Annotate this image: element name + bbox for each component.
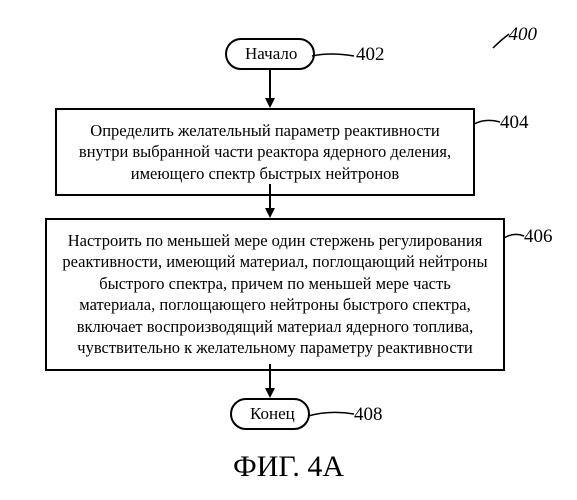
flowchart-container: 400 Начало 402 Определить желательный па… — [0, 0, 577, 500]
arrow-p1-to-p2 — [260, 182, 280, 220]
arrow-start-to-p1 — [260, 68, 280, 110]
figure-reference-top: 400 — [509, 24, 538, 46]
ref-label-406: 406 — [524, 226, 553, 248]
leader-line-402 — [310, 50, 360, 62]
figure-ref-400: 400 — [509, 24, 538, 45]
figure-caption: ФИГ. 4A — [0, 450, 577, 484]
leader-swoosh-icon — [491, 32, 511, 52]
ref-label-402: 402 — [356, 44, 385, 66]
leader-line-408 — [306, 408, 358, 422]
arrow-p2-to-end — [260, 362, 280, 400]
process-adjust-rod: Настроить по меньшей мере один стержень … — [45, 218, 505, 371]
process-p1-text: Определить желательный параметр реактивн… — [79, 121, 451, 183]
process-p2-text: Настроить по меньшей мере один стержень … — [62, 231, 487, 357]
ref-label-408: 408 — [354, 404, 383, 426]
terminator-start: Начало — [225, 38, 315, 70]
start-label: Начало — [245, 44, 297, 63]
ref-label-404: 404 — [500, 112, 529, 134]
terminator-end: Конец — [230, 398, 310, 430]
end-label: Конец — [250, 404, 295, 423]
